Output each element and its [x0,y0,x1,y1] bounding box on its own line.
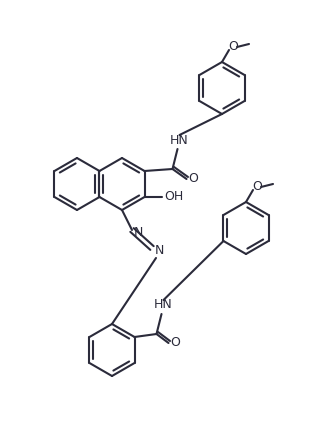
Text: O: O [170,336,180,350]
Text: OH: OH [164,190,183,203]
Text: O: O [252,181,262,194]
Text: N: N [133,226,143,239]
Text: HN: HN [154,298,173,311]
Text: HN: HN [170,133,189,146]
Text: N: N [154,244,164,256]
Text: O: O [228,41,238,54]
Text: O: O [189,173,198,186]
